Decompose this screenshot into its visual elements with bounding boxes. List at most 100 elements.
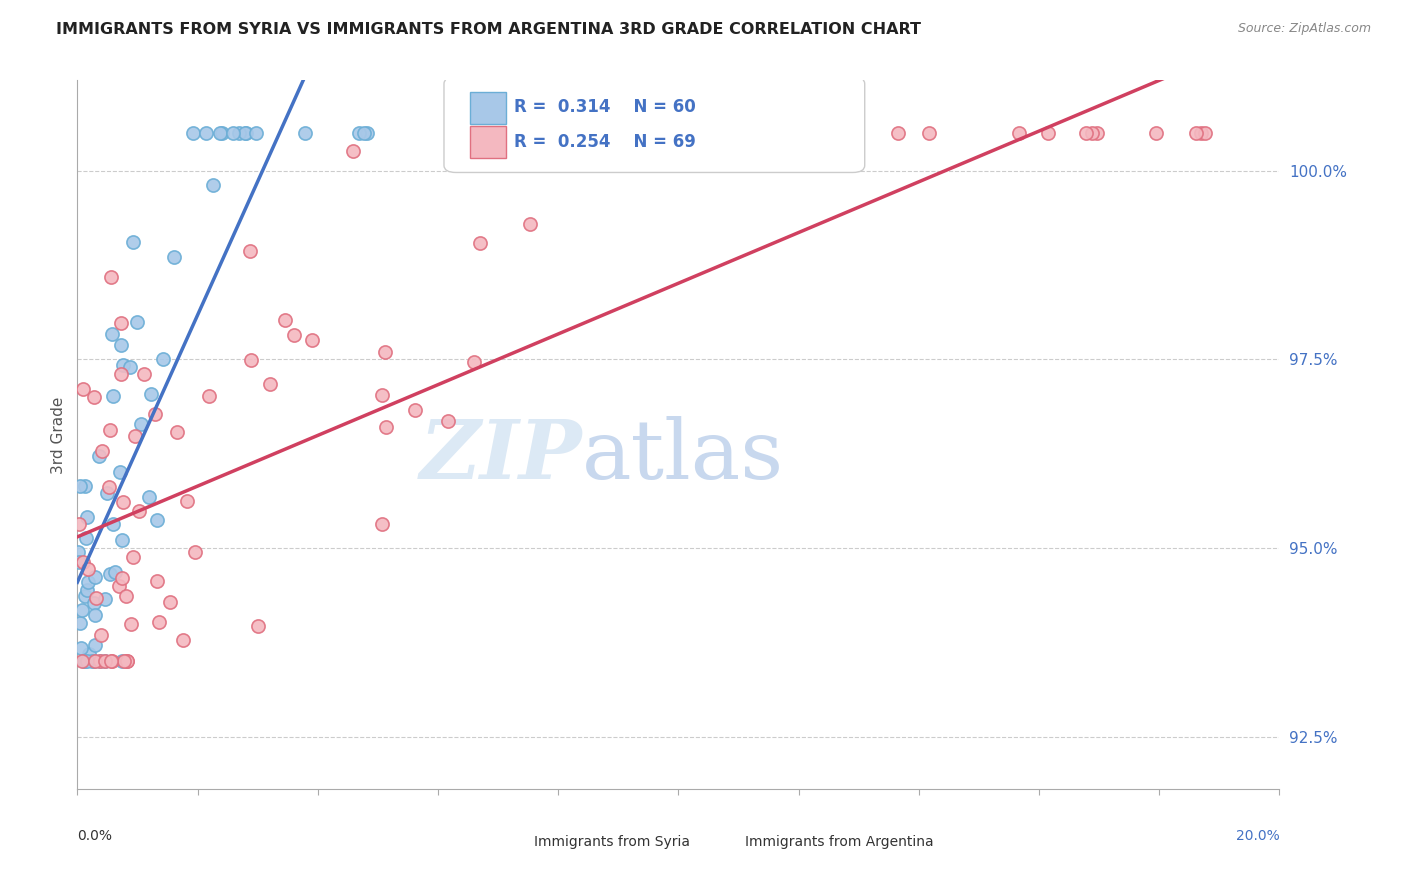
Point (83, 654, 105, 668)
Point (194, 126, 217, 140)
Point (75, 654, 97, 668)
Point (519, 217, 541, 231)
Point (1080, 126, 1102, 140)
Point (110, 465, 132, 479)
Point (89, 654, 111, 668)
Point (96, 486, 118, 500)
Point (110, 367, 132, 381)
Point (184, 544, 207, 558)
Bar (471, 93, 506, 124)
Point (132, 368, 155, 382)
Point (72, 382, 94, 396)
Point (101, 389, 124, 403)
Point (141, 387, 163, 401)
Point (202, 178, 225, 193)
Point (77, 647, 100, 661)
Point (283, 327, 305, 342)
Text: 20.0%: 20.0% (1236, 830, 1279, 844)
Point (70, 654, 93, 668)
Point (69, 616, 91, 631)
Point (89, 449, 111, 463)
Point (146, 574, 169, 589)
Text: R =  0.254    N = 69: R = 0.254 N = 69 (513, 133, 696, 151)
Point (810, 126, 832, 140)
Point (83, 391, 105, 405)
Text: ZIP: ZIP (419, 417, 582, 496)
Point (76, 561, 98, 575)
FancyBboxPatch shape (444, 77, 865, 172)
Text: Source: ZipAtlas.com: Source: ZipAtlas.com (1237, 22, 1371, 36)
Text: R =  0.314    N = 60: R = 0.314 N = 60 (513, 97, 696, 116)
Point (274, 313, 297, 327)
Text: IMMIGRANTS FROM SYRIA VS IMMIGRANTS FROM ARGENTINA 3RD GRADE CORRELATION CHART: IMMIGRANTS FROM SYRIA VS IMMIGRANTS FROM… (56, 22, 921, 37)
Point (72, 654, 94, 668)
Point (172, 633, 194, 648)
Point (76, 509, 98, 524)
Point (122, 550, 145, 565)
Point (76, 583, 98, 598)
Point (239, 353, 262, 368)
Point (148, 615, 170, 629)
Point (111, 495, 134, 509)
Point (110, 338, 132, 352)
Point (1008, 126, 1031, 140)
Point (1189, 126, 1212, 140)
Point (77, 574, 100, 589)
Point (233, 126, 256, 140)
Point (84, 570, 107, 584)
Point (72, 555, 94, 569)
Point (101, 654, 124, 668)
Point (163, 250, 186, 264)
Point (211, 126, 233, 140)
Point (75, 531, 97, 545)
Point (69, 641, 91, 656)
Point (470, 235, 492, 250)
Point (101, 327, 124, 342)
Point (1144, 126, 1167, 140)
Point (176, 494, 198, 508)
Point (259, 377, 281, 392)
Bar (505, 833, 529, 851)
Point (101, 517, 124, 532)
Point (1085, 126, 1108, 140)
Point (342, 145, 364, 159)
Point (886, 126, 908, 140)
Point (117, 654, 139, 668)
Point (121, 235, 143, 250)
Point (111, 654, 134, 668)
Point (128, 503, 150, 517)
Point (197, 389, 219, 403)
Point (90, 628, 112, 642)
Point (80, 654, 103, 668)
Text: 0.0%: 0.0% (77, 830, 112, 844)
Point (247, 619, 270, 633)
Point (100, 654, 122, 668)
Point (917, 126, 939, 140)
Point (83, 608, 105, 623)
Point (294, 126, 316, 140)
Point (353, 126, 375, 140)
Point (115, 590, 138, 604)
Text: atlas: atlas (582, 417, 785, 496)
Point (301, 333, 323, 347)
Point (166, 425, 188, 439)
Point (83, 596, 105, 610)
Point (404, 402, 426, 417)
Point (69, 478, 91, 492)
Point (228, 126, 250, 140)
Point (108, 579, 131, 593)
Point (111, 358, 134, 372)
Point (181, 126, 204, 140)
Point (104, 565, 127, 579)
Point (73, 479, 96, 493)
Point (463, 354, 485, 368)
Point (110, 316, 132, 330)
Y-axis label: 3rd Grade: 3rd Grade (51, 396, 66, 474)
Point (100, 270, 122, 285)
Point (111, 571, 134, 585)
Point (90, 444, 112, 458)
Point (245, 126, 267, 140)
Point (146, 513, 169, 527)
Point (97, 480, 120, 494)
Point (72, 603, 94, 617)
